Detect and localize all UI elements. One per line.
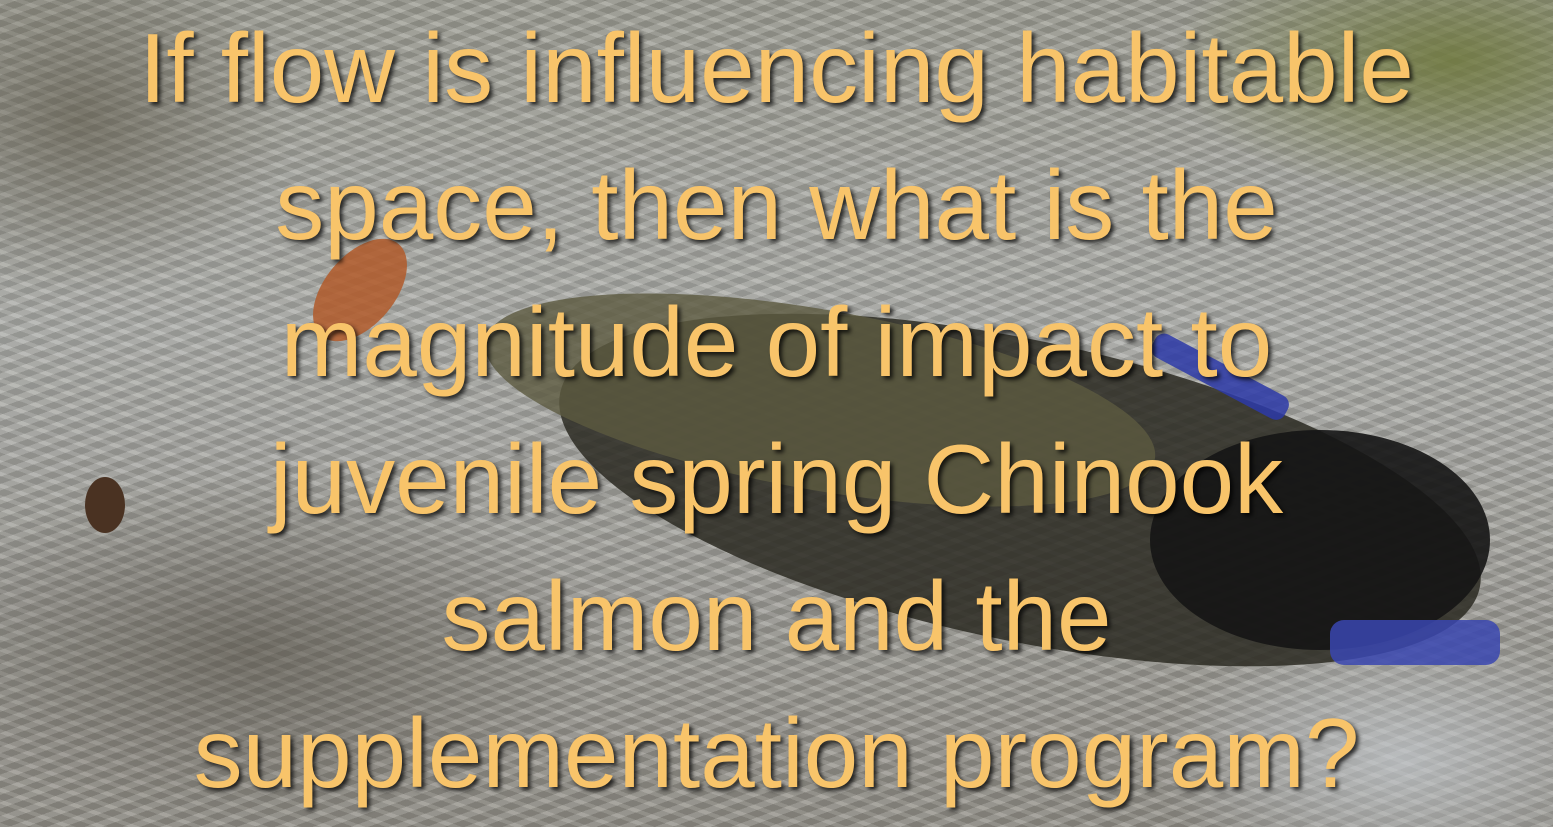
text-line: magnitude of impact to [0, 274, 1553, 411]
text-line: supplementation program? [0, 685, 1553, 822]
slide: If flow is influencing habitablespace, t… [0, 0, 1553, 827]
text-line: If flow is influencing habitable [0, 0, 1553, 137]
text-line: juvenile spring Chinook [0, 411, 1553, 548]
text-line: salmon and the [0, 548, 1553, 685]
slide-text: If flow is influencing habitablespace, t… [0, 0, 1553, 822]
text-line: space, then what is the [0, 137, 1553, 274]
